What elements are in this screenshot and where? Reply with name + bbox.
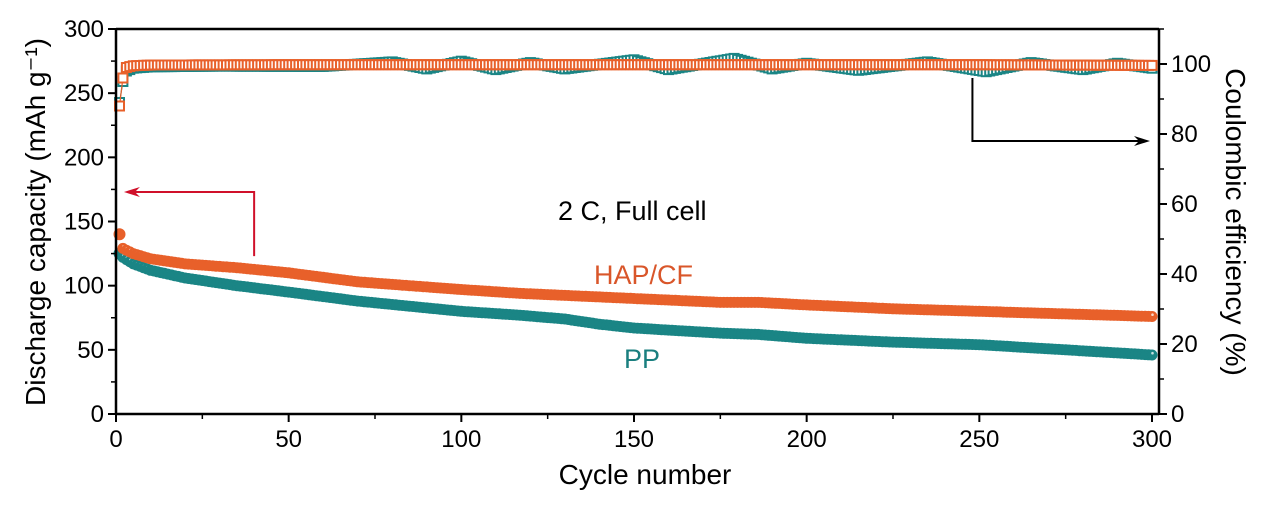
right-arrow-line <box>971 78 1140 142</box>
axis-pointer-arrows <box>123 78 1150 257</box>
series-label-hap-cf: HAP/CF <box>594 260 693 290</box>
hap-cf-ce-point <box>1146 59 1158 71</box>
series-label-pp: PP <box>624 344 660 374</box>
y-right-tick-label: 60 <box>1171 191 1198 218</box>
y-left-tick-label: 100 <box>64 273 104 300</box>
y-axis-right-title: Coulombic efficiency (%) <box>1220 68 1251 376</box>
y-left-tick-label: 300 <box>64 16 104 43</box>
x-tick-label: 200 <box>787 426 827 453</box>
y-left-tick-label: 150 <box>64 209 104 236</box>
axes: 0 50 100 150 200 250 3000501001502002503000204… <box>64 16 1211 453</box>
pp-capacity-point <box>1146 349 1158 361</box>
y-axis-left-title: Discharge capacity (mAh g⁻¹) <box>20 38 51 406</box>
left-arrow-line <box>133 190 256 257</box>
x-tick-label: 150 <box>614 426 654 453</box>
x-tick-label: 50 <box>275 426 302 453</box>
pp-capacity-series <box>113 247 1158 361</box>
right-arrow-head <box>1134 136 1150 146</box>
x-tick-label: 250 <box>959 426 999 453</box>
y-left-tick-label: 0 <box>91 401 104 428</box>
hap-cf-ce-series <box>114 59 1158 112</box>
condition-annotation: 2 C, Full cell <box>558 196 707 226</box>
y-right-tick-label: 40 <box>1171 261 1198 288</box>
x-tick-label: 100 <box>441 426 481 453</box>
y-left-tick-label: 50 <box>77 337 104 364</box>
y-right-tick-label: 20 <box>1171 331 1198 358</box>
discharge-capacity-series <box>113 228 1158 361</box>
x-axis-title: Cycle number <box>559 459 732 490</box>
hap-cf-capacity-point-highlight <box>1151 313 1154 317</box>
y-left-tick-label: 200 <box>64 144 104 171</box>
y-left-tick-label: 250 <box>64 80 104 107</box>
hap-cf-capacity-point <box>1146 311 1158 322</box>
y-right-tick-label: 100 <box>1171 51 1211 78</box>
y-right-tick-label: 80 <box>1171 121 1198 148</box>
left-arrow-head <box>123 186 140 197</box>
y-right-tick-label: 0 <box>1171 401 1184 428</box>
hap-cf-ce-point <box>117 72 129 84</box>
x-tick-label: 300 <box>1132 426 1172 453</box>
hap-cf-capacity-series <box>113 228 1158 322</box>
coulombic-efficiency-series <box>114 52 1158 112</box>
x-tick-label: 0 <box>109 426 122 453</box>
pp-capacity-point-highlight <box>1151 351 1154 355</box>
